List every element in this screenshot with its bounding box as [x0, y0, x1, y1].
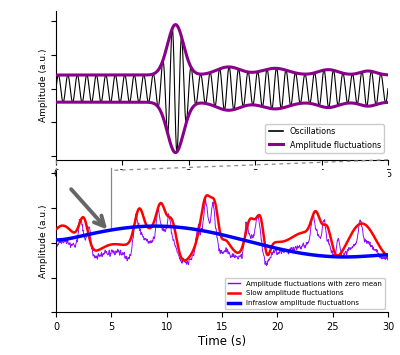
Y-axis label: Amplitude (a.u.): Amplitude (a.u.)	[39, 48, 48, 122]
Legend: Amplitude fluctuations with zero mean, Slow amplitude fluctuations, Infraslow am: Amplitude fluctuations with zero mean, S…	[225, 278, 384, 309]
Y-axis label: Amplitude (a.u.): Amplitude (a.u.)	[39, 204, 48, 278]
Legend: Oscillations, Amplitude fluctuations: Oscillations, Amplitude fluctuations	[266, 124, 384, 153]
X-axis label: Time (s): Time (s)	[198, 335, 246, 348]
